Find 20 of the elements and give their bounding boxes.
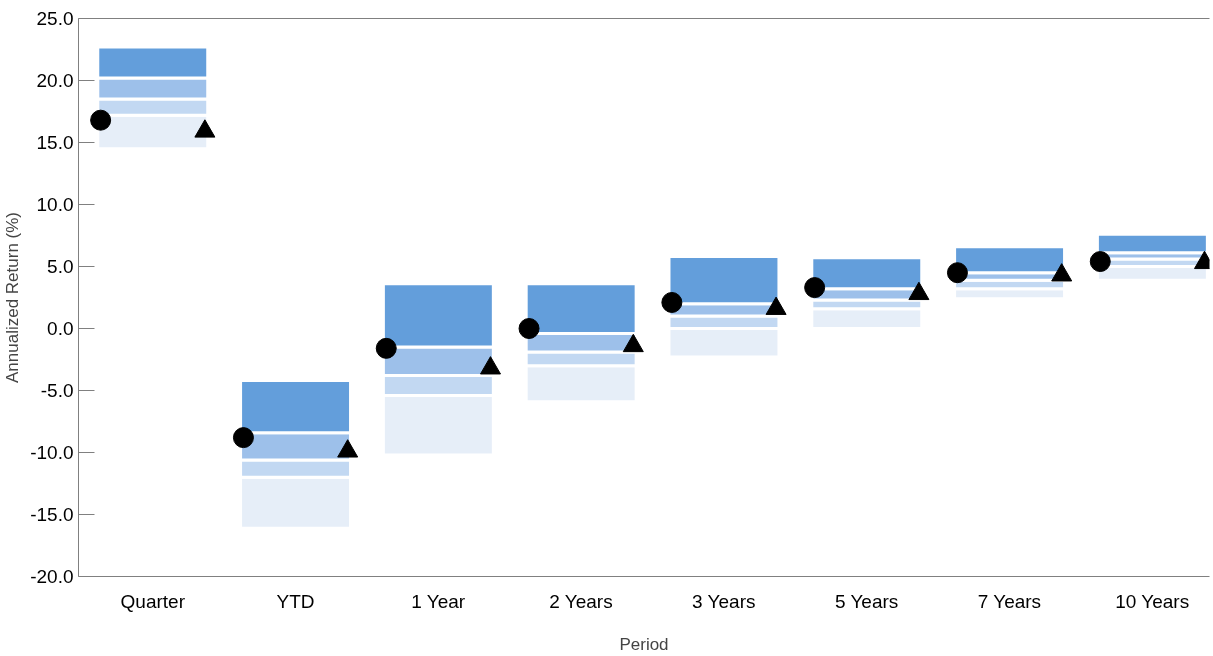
y-tick-label: 25.0 <box>36 8 74 29</box>
y-tick-label: 20.0 <box>36 70 74 91</box>
x-tick-label: 3 Years <box>692 590 756 612</box>
y-tick-label: 10.0 <box>36 194 74 215</box>
y-tick-label: 5.0 <box>47 256 74 277</box>
x-tick-label: 2 Years <box>549 590 613 612</box>
x-tick-label: 5 Years <box>834 590 899 612</box>
x-axis-title: Period <box>619 634 669 654</box>
x-tick-label: 1 Year <box>411 590 466 612</box>
x-tick-label: YTD <box>276 590 315 612</box>
y-tick-label: -20.0 <box>30 566 74 587</box>
x-tick-label: Quarter <box>120 590 186 612</box>
y-tick-label: -10.0 <box>30 442 74 463</box>
y-tick-label: -5.0 <box>40 380 74 401</box>
x-tick-label: 7 Years <box>977 590 1042 612</box>
y-tick-label: 0.0 <box>47 318 74 339</box>
y-tick-label: -15.0 <box>30 504 74 525</box>
x-tick-label: 10 Years <box>1115 590 1190 612</box>
y-axis-title: Annualized Return (%) <box>3 211 23 384</box>
y-tick-label: 15.0 <box>36 132 74 153</box>
